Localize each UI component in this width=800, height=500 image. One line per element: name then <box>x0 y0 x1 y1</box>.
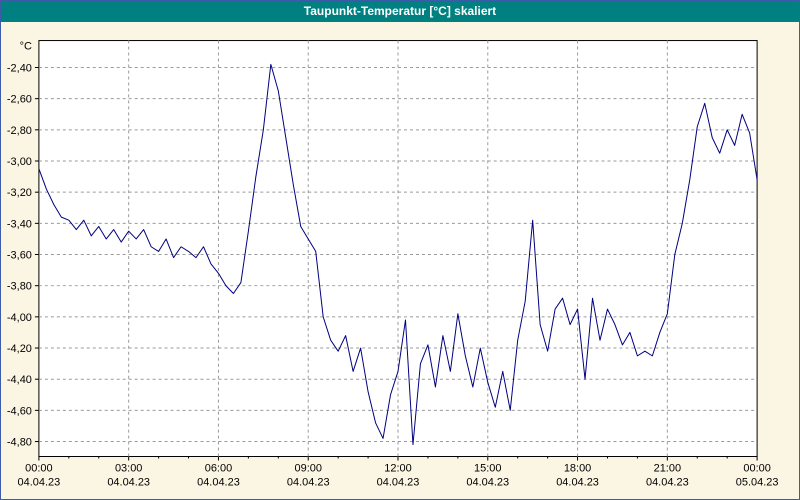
x-tick-date-label: 04.04.23 <box>18 476 61 488</box>
series-group <box>38 63 758 446</box>
title-bar: Taupunkt-Temperatur [°C] skaliert <box>1 1 799 22</box>
x-tick-date-label: 04.04.23 <box>197 476 240 488</box>
dew-point-line-chart: -2,40 -2,60 -2,80 -3,00 -3,20 -3,40 -3,60 -3,80… <box>7 40 779 489</box>
x-tick-time-label: 03:00 <box>115 462 142 474</box>
gridlines <box>38 40 758 457</box>
x-tick-date-label: 04.04.23 <box>107 476 150 488</box>
y-tick-label: -3,80 <box>7 281 32 293</box>
y-tick-label: -3,00 <box>7 156 32 168</box>
y-tick-label: -4,80 <box>7 437 32 449</box>
y-tick-label: -2,60 <box>7 94 32 106</box>
plot-background <box>38 40 758 458</box>
x-tick-time-label: 12:00 <box>384 462 411 474</box>
x-tick-date-label: 04.04.23 <box>466 476 509 488</box>
x-tick-date-label: 04.04.23 <box>646 476 689 488</box>
y-tick-label: -4,40 <box>7 374 32 386</box>
y-axis-unit-label: °C <box>20 41 32 53</box>
chart-area: -2,40 -2,60 -2,80 -3,00 -3,20 -3,40 -3,60 -3,80… <box>1 22 799 499</box>
y-tick-label: -3,20 <box>7 187 32 199</box>
y-tick-label: -3,40 <box>7 218 32 230</box>
axes: -2,40 -2,60 -2,80 -3,00 -3,20 -3,40 -3,60 -3,80… <box>7 41 779 489</box>
y-tick-label: -2,80 <box>7 125 32 137</box>
x-tick-date-label: 04.04.23 <box>377 476 420 488</box>
x-tick-date-label: 04.04.23 <box>556 476 599 488</box>
x-tick-date-label: 05.04.23 <box>736 476 779 488</box>
y-tick-label: -3,60 <box>7 250 32 262</box>
x-tick-date-label: 04.04.23 <box>287 476 330 488</box>
y-tick-label: -2,40 <box>7 62 32 74</box>
y-tick-label: -4,00 <box>7 312 32 324</box>
temperature-line <box>38 63 758 446</box>
chart-title: Taupunkt-Temperatur [°C] skaliert <box>303 4 497 18</box>
y-tick-label: -4,60 <box>7 405 32 417</box>
x-tick-time-label: 18:00 <box>564 462 591 474</box>
x-tick-time-label: 21:00 <box>654 462 681 474</box>
x-tick-time-label: 06:00 <box>205 462 232 474</box>
x-tick-time-label: 00:00 <box>25 462 52 474</box>
x-tick-time-label: 15:00 <box>474 462 501 474</box>
x-tick-time-label: 00:00 <box>743 462 770 474</box>
y-tick-label: -4,20 <box>7 343 32 355</box>
x-tick-time-label: 09:00 <box>295 462 322 474</box>
